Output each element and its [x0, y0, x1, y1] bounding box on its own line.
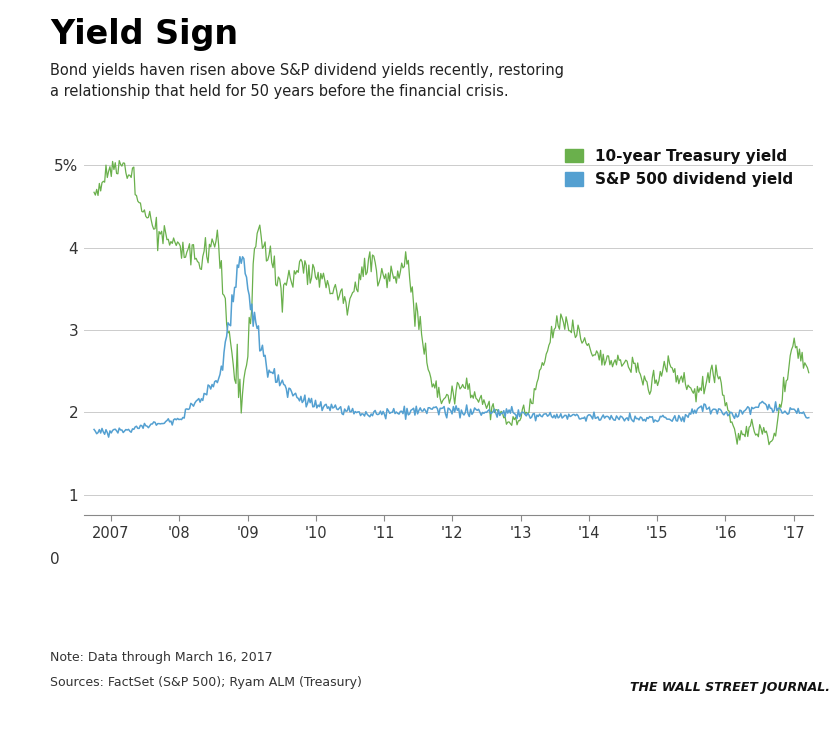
- Text: Bond yields haven risen above S&P dividend yields recently, restoring
a relation: Bond yields haven risen above S&P divide…: [50, 63, 564, 99]
- Text: 0: 0: [50, 552, 59, 567]
- Legend: 10-year Treasury yield, S&P 500 dividend yield: 10-year Treasury yield, S&P 500 dividend…: [560, 144, 798, 191]
- Text: THE WALL STREET JOURNAL.: THE WALL STREET JOURNAL.: [629, 681, 830, 694]
- Text: Yield Sign: Yield Sign: [50, 18, 238, 52]
- Text: Note: Data through March 16, 2017: Note: Data through March 16, 2017: [50, 651, 273, 665]
- Text: Sources: FactSet (S&P 500); Ryam ALM (Treasury): Sources: FactSet (S&P 500); Ryam ALM (Tr…: [50, 676, 362, 689]
